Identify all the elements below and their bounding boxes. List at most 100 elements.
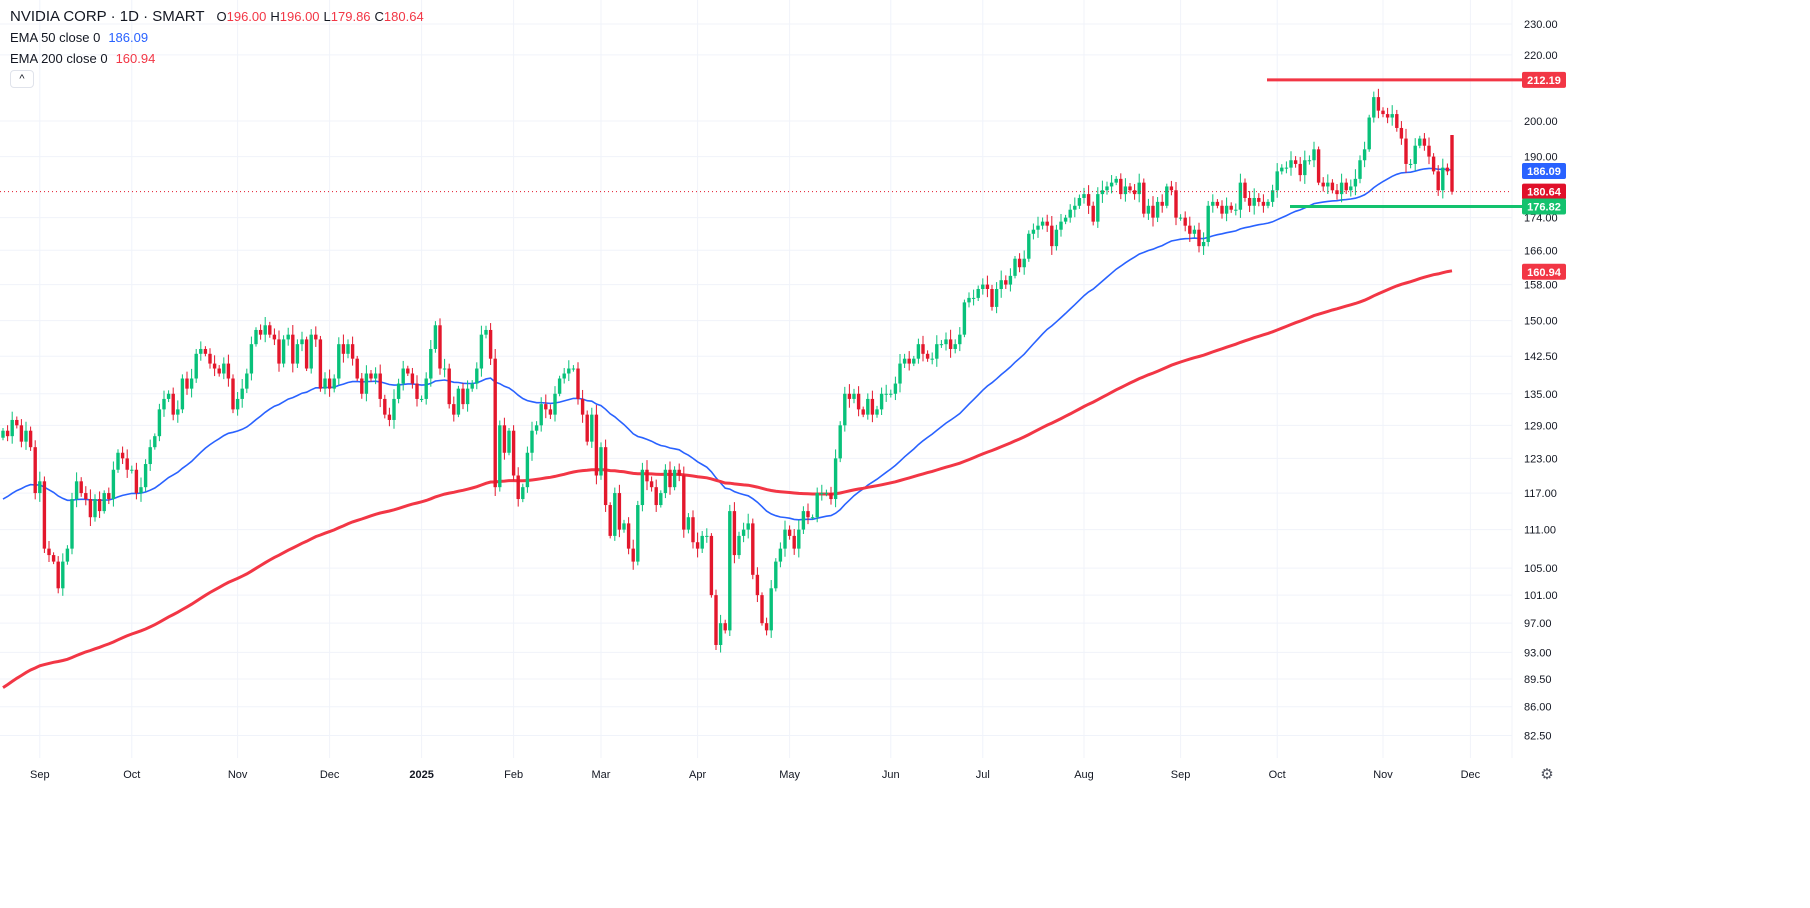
candle-body [79,481,83,494]
candle-body [291,334,295,364]
candle-body [1,430,5,438]
candle-body [507,430,511,453]
candle-body [102,493,106,512]
candle-body [557,378,562,394]
candle-body [1008,275,1013,285]
candle-body [962,302,967,335]
ema200-line [2,269,1453,689]
candle-body [1137,182,1141,195]
candle-body [534,425,539,431]
candle-body [484,329,488,335]
candle-body [465,388,470,405]
candle-body [493,358,497,488]
candle-body [553,393,557,415]
candle-body [580,398,585,415]
candle-body [654,487,658,506]
candle-body [1413,145,1417,164]
ema200-legend[interactable]: EMA 200 close 0 160.94 [10,48,424,69]
candle-body [185,378,189,389]
time-tick-label: Nov [228,769,248,781]
gear-icon[interactable]: ⚙ [1540,766,1554,783]
candle-body [369,373,373,379]
low-value: 179.86 [330,9,371,24]
candle-body [856,393,861,410]
candle-body [1169,186,1174,191]
ema50-legend[interactable]: EMA 50 close 0 186.09 [10,27,424,48]
candle-body [410,373,415,384]
candle-body [1404,138,1408,164]
price-tick-label: 105.00 [1524,563,1558,575]
candle-body [672,469,677,488]
candle-body [10,419,14,437]
candle-body [649,481,654,488]
symbol-title[interactable]: NVIDIA CORP · 1D · SMART [10,8,205,25]
candle-body [277,339,281,364]
candle-body [1289,160,1293,168]
open-label: O [216,9,227,24]
candle-body [939,344,944,346]
candle-body [1427,145,1431,157]
support-price-badge [1522,198,1566,215]
candle-body [438,325,442,369]
candle-body [180,378,185,410]
last-price-badge [1522,183,1566,200]
ema50-price-badge [1522,163,1566,180]
candle-body [1211,201,1215,206]
candle-body [212,363,217,369]
support-price-badge-label: 176.82 [1527,201,1561,213]
candle-body [134,469,139,494]
price-tick-label: 86.00 [1524,702,1552,714]
candle-body [38,481,42,494]
candle-body [1298,163,1302,176]
candle-body [778,548,783,562]
candle-body [774,561,778,589]
candles [1,88,1454,653]
candle-body [902,358,907,364]
candle-body [70,499,74,549]
candle-body [755,574,760,596]
candle-body [143,464,148,488]
candle-body [852,393,856,399]
candle-body [502,425,507,453]
candle-body [751,523,755,575]
candle-body [866,398,870,415]
candle-body [245,373,249,389]
candle-body [268,325,272,335]
time-tick-label: 2025 [409,769,433,781]
candle-body [1022,258,1026,268]
collapse-legend-button[interactable]: ^ [10,70,34,88]
candle-body [1105,186,1109,191]
candle-body [1073,205,1077,210]
candle-body [728,511,732,631]
candle-body [1036,225,1040,230]
candle-body [925,353,930,359]
candle-body [1027,233,1031,259]
candle-body [930,358,934,360]
candle-body [1353,178,1358,187]
candle-body [1303,160,1307,176]
candle-body [626,523,631,549]
candle-body [783,529,787,549]
candle-body [893,383,898,394]
candle-body [792,535,796,549]
candle-body [304,339,309,369]
candle-body [139,487,143,494]
candle-body [1450,135,1454,192]
candle-body [226,363,231,379]
price-tick-label: 230.00 [1524,19,1558,31]
candle-body [74,481,79,500]
candle-body [1188,225,1192,234]
candle-body [1059,221,1063,230]
candle-body [1422,138,1427,146]
price-tick-label: 111.00 [1524,525,1556,537]
price-tick-label: 220.00 [1524,50,1558,62]
candle-body [948,339,953,349]
time-tick-label: Dec [1461,769,1481,781]
candle-body [456,388,461,415]
candle-body [1086,194,1091,206]
candle-body [341,344,346,354]
candle-body [990,288,994,307]
candle-body [511,430,516,476]
candle-body [576,368,580,399]
